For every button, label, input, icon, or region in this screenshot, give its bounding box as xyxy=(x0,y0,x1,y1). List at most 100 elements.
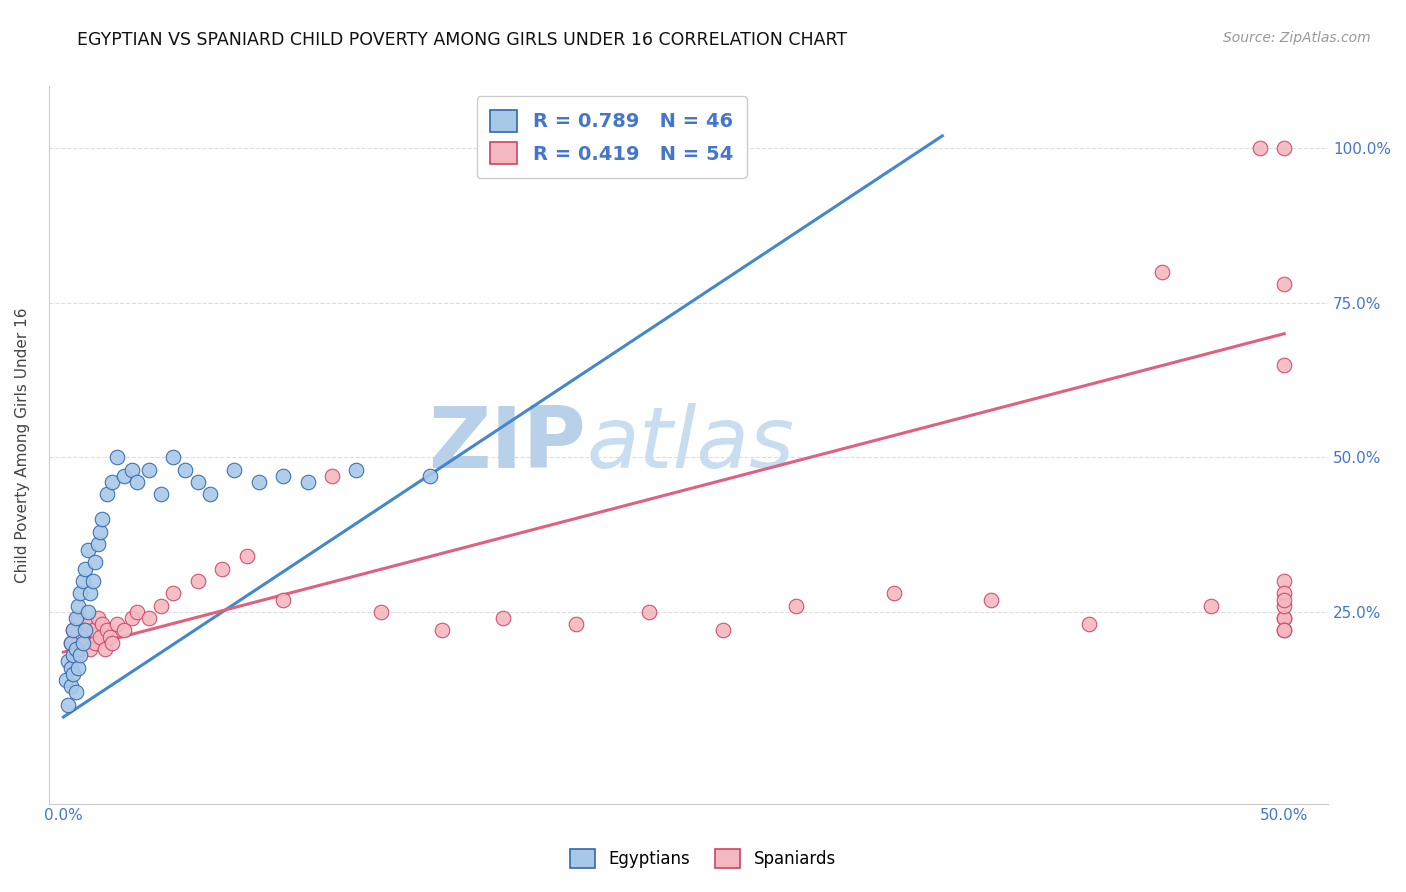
Point xyxy=(344,463,367,477)
Point xyxy=(138,611,160,625)
Point xyxy=(1272,358,1295,372)
Point xyxy=(67,611,90,625)
Point xyxy=(121,611,143,625)
Y-axis label: Child Poverty Among Girls Under 16: Child Poverty Among Girls Under 16 xyxy=(15,307,30,582)
Point xyxy=(55,673,77,687)
Text: EGYPTIAN VS SPANIARD CHILD POVERTY AMONG GIRLS UNDER 16 CORRELATION CHART: EGYPTIAN VS SPANIARD CHILD POVERTY AMONG… xyxy=(77,31,848,49)
Point xyxy=(75,624,97,638)
Point xyxy=(370,605,392,619)
Point xyxy=(82,574,104,588)
Point xyxy=(72,574,94,588)
Point xyxy=(62,624,84,638)
Point xyxy=(69,642,91,657)
Point xyxy=(1272,586,1295,600)
Point xyxy=(67,660,90,674)
Point xyxy=(1272,592,1295,607)
Point xyxy=(419,469,441,483)
Point xyxy=(174,463,197,477)
Point xyxy=(65,648,87,663)
Point xyxy=(114,624,136,638)
Point xyxy=(69,648,91,663)
Point xyxy=(79,586,101,600)
Point xyxy=(59,660,82,674)
Point xyxy=(150,487,173,501)
Point xyxy=(321,469,343,483)
Point xyxy=(62,624,84,638)
Point xyxy=(1272,599,1295,613)
Point xyxy=(82,624,104,638)
Point xyxy=(65,642,87,657)
Point xyxy=(91,512,114,526)
Text: atlas: atlas xyxy=(586,403,794,486)
Point xyxy=(1077,617,1099,632)
Text: Source: ZipAtlas.com: Source: ZipAtlas.com xyxy=(1223,31,1371,45)
Point xyxy=(565,617,588,632)
Point xyxy=(96,624,118,638)
Point xyxy=(72,636,94,650)
Point xyxy=(94,642,117,657)
Point xyxy=(76,617,98,632)
Point xyxy=(62,666,84,681)
Point xyxy=(271,592,294,607)
Point xyxy=(89,524,111,539)
Point xyxy=(187,475,209,489)
Point xyxy=(150,599,173,613)
Point xyxy=(247,475,270,489)
Point xyxy=(430,624,453,638)
Point xyxy=(59,636,82,650)
Point xyxy=(785,599,807,613)
Point xyxy=(1272,141,1295,155)
Point xyxy=(72,630,94,644)
Legend: R = 0.789   N = 46, R = 0.419   N = 54: R = 0.789 N = 46, R = 0.419 N = 54 xyxy=(477,96,747,178)
Point xyxy=(62,648,84,663)
Point xyxy=(58,698,80,712)
Point xyxy=(1272,611,1295,625)
Point xyxy=(125,475,148,489)
Text: ZIP: ZIP xyxy=(429,403,586,486)
Point xyxy=(101,475,124,489)
Point xyxy=(59,636,82,650)
Point xyxy=(638,605,661,619)
Point xyxy=(1272,624,1295,638)
Point xyxy=(91,617,114,632)
Point xyxy=(76,543,98,558)
Point xyxy=(1272,574,1295,588)
Point xyxy=(235,549,257,564)
Point xyxy=(114,469,136,483)
Point xyxy=(96,487,118,501)
Point xyxy=(65,685,87,699)
Point xyxy=(162,450,184,465)
Point xyxy=(101,636,124,650)
Point xyxy=(1152,265,1174,279)
Point xyxy=(1272,277,1295,292)
Point xyxy=(138,463,160,477)
Point xyxy=(1272,624,1295,638)
Point xyxy=(89,630,111,644)
Point xyxy=(187,574,209,588)
Point xyxy=(84,556,107,570)
Point xyxy=(76,605,98,619)
Point xyxy=(86,611,108,625)
Point xyxy=(297,475,319,489)
Point xyxy=(198,487,221,501)
Point xyxy=(211,562,233,576)
Point xyxy=(271,469,294,483)
Point xyxy=(105,617,128,632)
Point xyxy=(79,642,101,657)
Point xyxy=(224,463,246,477)
Point xyxy=(125,605,148,619)
Point xyxy=(98,630,121,644)
Point xyxy=(883,586,905,600)
Point xyxy=(69,586,91,600)
Point xyxy=(65,611,87,625)
Point xyxy=(492,611,515,625)
Point xyxy=(162,586,184,600)
Point xyxy=(105,450,128,465)
Legend: Egyptians, Spaniards: Egyptians, Spaniards xyxy=(562,840,844,877)
Point xyxy=(58,654,80,668)
Point xyxy=(1249,141,1271,155)
Point xyxy=(84,636,107,650)
Point xyxy=(67,599,90,613)
Point xyxy=(980,592,1002,607)
Point xyxy=(1272,611,1295,625)
